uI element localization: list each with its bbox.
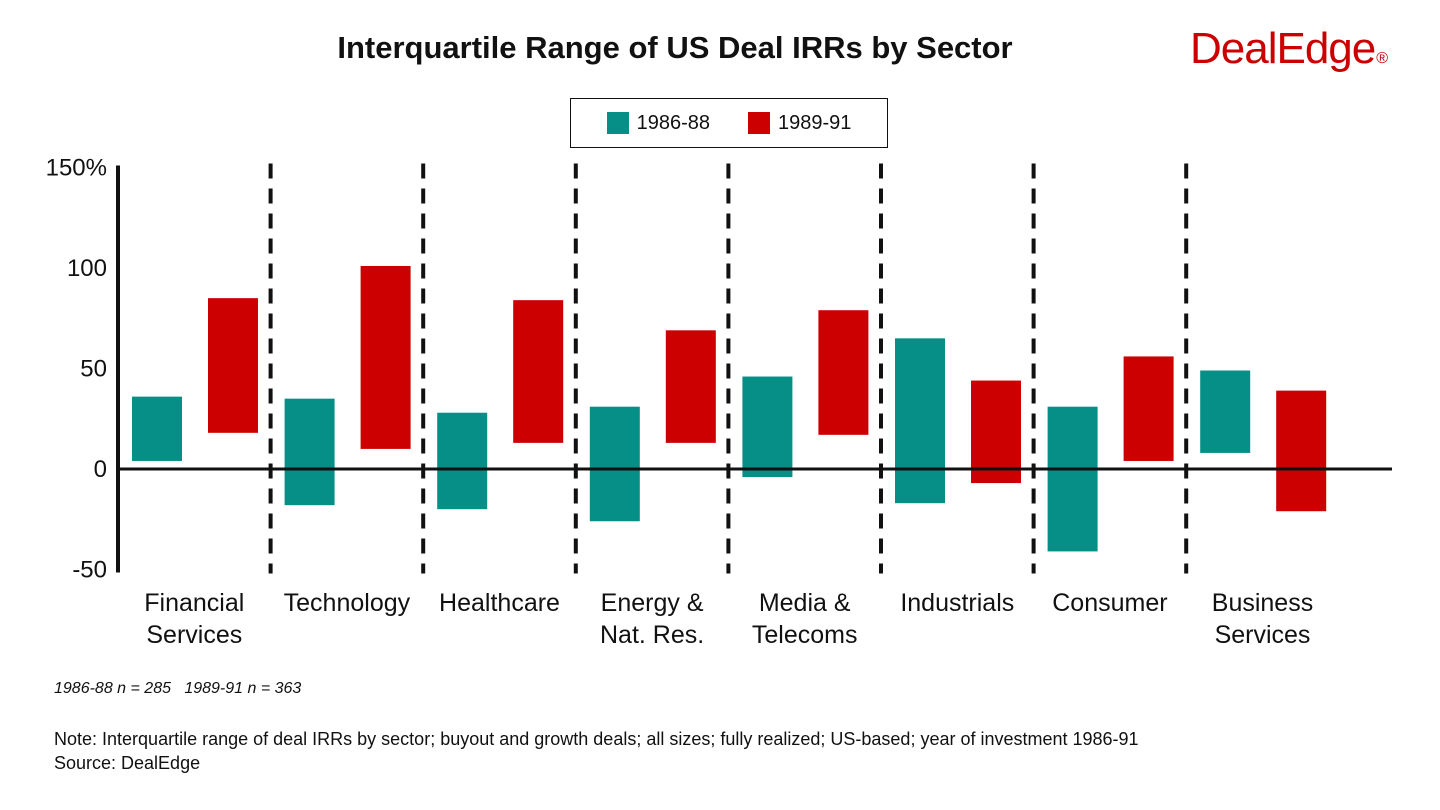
bar-1986-88-6: [1047, 406, 1098, 552]
y-tick-label: 50: [80, 356, 107, 383]
bar-1989-91-4: [818, 310, 869, 435]
y-tick-label: 0: [94, 456, 107, 483]
x-category-label: Services: [146, 621, 242, 649]
x-category-label: Consumer: [1052, 589, 1167, 617]
dealedge-logo: DealEdge®: [1190, 24, 1388, 73]
x-category-label: Nat. Res.: [600, 621, 704, 649]
x-category-label: Media &: [759, 589, 851, 617]
y-tick-label: -50: [72, 557, 107, 584]
sample-counts: 1986-88 n = 285 1989-91 n = 363: [54, 680, 302, 697]
y-tick-label: 100: [67, 255, 107, 282]
legend-item-1986-88: 1986-88: [606, 112, 710, 135]
legend: 1986-88 1989-91: [570, 98, 888, 148]
legend-swatch: [606, 112, 629, 134]
x-category-label: Healthcare: [439, 589, 560, 617]
bar-1989-91-3: [665, 330, 716, 443]
bar-1989-91-2: [513, 300, 564, 443]
legend-swatch: [748, 112, 770, 134]
x-category-label: Financial: [144, 589, 244, 617]
bar-1989-91-5: [971, 380, 1021, 484]
y-tick-label: 150%: [46, 155, 107, 182]
bar-1989-91-7: [1276, 390, 1327, 512]
x-category-label: Technology: [284, 589, 411, 617]
bar-1986-88-1: [284, 398, 335, 506]
x-category-label: Energy &: [601, 589, 704, 617]
bar-1989-91-1: [360, 265, 411, 449]
source-text: Source: DealEdge: [54, 753, 201, 773]
footnote: Note: Interquartile range of deal IRRs b…: [54, 727, 1139, 775]
bar-1986-88-3: [589, 406, 640, 522]
x-category-label: Business: [1212, 589, 1313, 617]
chart-title: Interquartile Range of US Deal IRRs by S…: [337, 30, 1013, 65]
bar-1986-88-5: [895, 338, 945, 504]
bar-1986-88-7: [1200, 370, 1251, 453]
legend-item-1989-91: 1989-91: [748, 112, 851, 135]
x-category-label: Services: [1215, 621, 1311, 649]
bar-1986-88-2: [437, 412, 488, 510]
x-category-label: Telecoms: [752, 621, 858, 649]
bar-1989-91-6: [1123, 356, 1174, 461]
x-category-label: Industrials: [900, 589, 1014, 617]
bar-1989-91-0: [208, 298, 258, 433]
bar-1986-88-0: [132, 396, 182, 461]
note-text: Note: Interquartile range of deal IRRs b…: [54, 729, 1139, 749]
bar-1986-88-4: [742, 376, 793, 478]
